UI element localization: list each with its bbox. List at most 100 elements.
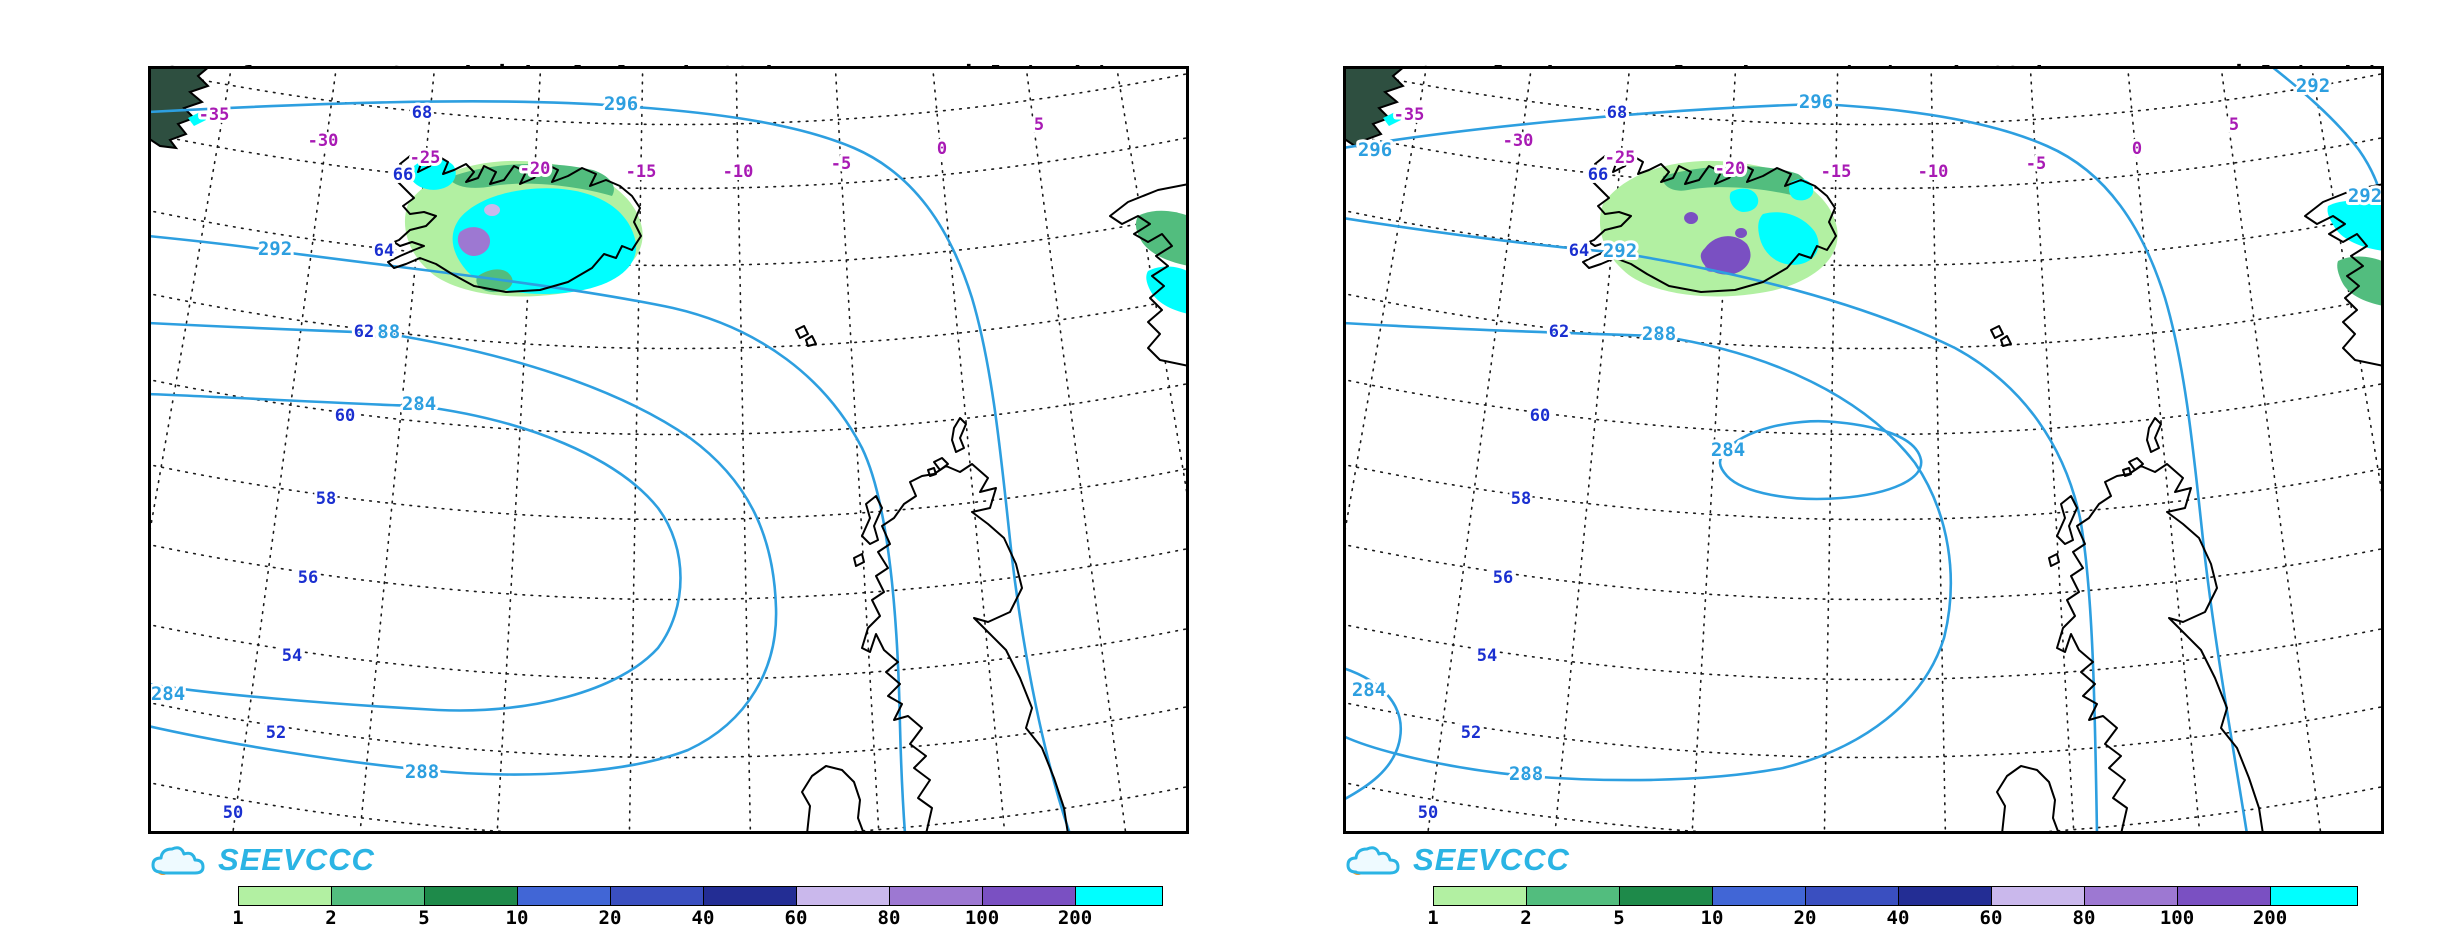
map-label: 52	[1461, 723, 1481, 743]
colorbar-tick-label: 2	[1520, 907, 1532, 925]
colorbar-segment	[332, 887, 425, 905]
map-label: 284	[1711, 439, 1745, 461]
colorbar-tick-label: 2	[325, 907, 337, 925]
map-label: 292	[258, 238, 292, 260]
colorbar-tick-label: 80	[2072, 907, 2096, 925]
map-label: -30	[1503, 131, 1534, 151]
colorbar-segment	[1076, 887, 1162, 905]
cloud-sun-icon	[1346, 846, 1400, 875]
colorbar-tick-label: 200	[1057, 907, 1093, 925]
colorbar-tick-label: 20	[598, 907, 622, 925]
map-label: 52	[266, 723, 286, 743]
colorbar-tick-label: 1	[232, 907, 244, 925]
snow-colorbar: 1 2 5 10 20 40 60 80 100 200	[1427, 886, 2363, 925]
colorbar-tick-label: 60	[784, 907, 808, 925]
map-label: 64	[374, 241, 394, 261]
map-frame	[148, 66, 1189, 834]
snow-colorbar: 1 2 5 10 20 40 60 80 100 200	[232, 886, 1168, 925]
map-label: 64	[1569, 241, 1589, 261]
panel-dream8: DREAM8-Iceland: Accumulated snow (cm) an…	[1227, 0, 2454, 925]
logo-text: SEEVCCC	[1413, 842, 1570, 877]
geopotential-contours	[1343, 66, 2384, 834]
map-label: 0	[937, 139, 947, 159]
map-label: 296	[1358, 139, 1392, 161]
map-ecmwf: 296 292 288 284 284 288 68 66 64 62 60 58 56 54 52 50 -3…	[148, 66, 1189, 834]
map-label: 50	[223, 803, 243, 823]
colorbar-tick-label: 60	[1979, 907, 2003, 925]
graticule	[1343, 66, 2384, 834]
map-label: 292	[2296, 75, 2330, 97]
colorbar-segment	[704, 887, 797, 905]
seevccc-logo: SEEVCCC	[148, 838, 375, 882]
map-label: 56	[1493, 568, 1513, 588]
map-label: -20	[1715, 159, 1746, 179]
colorbar-segment	[2085, 887, 2178, 905]
map-label: 288	[1642, 323, 1676, 345]
map-svg-dream8: 296 296 292 288 284 284 288 292 292 68 66 64 62 60 58 5…	[1343, 66, 2384, 834]
colorbar-tick-label: 100	[964, 907, 1000, 925]
map-label: 54	[282, 646, 302, 666]
colorbar-tick-label: 10	[505, 907, 529, 925]
map-label: 68	[412, 103, 432, 123]
map-label: 296	[1799, 91, 1833, 113]
map-label: 60	[1530, 406, 1550, 426]
map-label: 66	[1588, 165, 1608, 185]
map-label: 288	[405, 761, 439, 783]
map-label: 284	[1352, 679, 1386, 701]
chart-footer: SEEVCCC 1 2 5 10 20 40 60 80 100 200	[1343, 838, 2388, 925]
map-label: 54	[1477, 646, 1497, 666]
map-label: 68	[1607, 103, 1627, 123]
colorbar-segments	[1433, 886, 2358, 906]
map-label: -10	[723, 162, 754, 182]
colorbar-tick-label: 5	[1613, 907, 1625, 925]
colorbar-tick-label: 5	[418, 907, 430, 925]
map-label: 60	[335, 406, 355, 426]
colorbar-segments	[238, 886, 1163, 906]
map-label: 292	[1603, 240, 1637, 262]
map-label: -35	[1394, 105, 1425, 125]
map-label: -5	[831, 154, 851, 174]
map-label: 58	[1511, 489, 1531, 509]
map-label: -15	[1821, 162, 1852, 182]
map-label: -15	[626, 162, 657, 182]
colorbar-segment	[890, 887, 983, 905]
colorbar-segment	[1899, 887, 1992, 905]
colorbar-segment	[797, 887, 890, 905]
cloud-sun-icon	[151, 846, 205, 875]
colorbar-segment	[2178, 887, 2271, 905]
colorbar-segment	[239, 887, 332, 905]
coastlines	[387, 155, 1189, 834]
colorbar-tick-label: 20	[1793, 907, 1817, 925]
colorbar-tick-label: 40	[691, 907, 715, 925]
map-label: -25	[410, 148, 441, 168]
map-label: -5	[2026, 154, 2046, 174]
colorbar-segment	[1434, 887, 1527, 905]
colorbar-tick-label: 40	[1886, 907, 1910, 925]
colorbar-tick-label: 10	[1700, 907, 1724, 925]
colorbar-segment	[1713, 887, 1806, 905]
map-label: 66	[393, 165, 413, 185]
colorbar-segment	[1527, 887, 1620, 905]
map-label: 284	[402, 393, 436, 415]
seevccc-logo: SEEVCCC	[1343, 838, 1570, 882]
map-label: 288	[1509, 763, 1543, 785]
map-label: -20	[520, 159, 551, 179]
map-label: 58	[316, 489, 336, 509]
map-label: 288	[366, 321, 400, 343]
logo-text: SEEVCCC	[218, 842, 375, 877]
colorbar-segment	[2271, 887, 2357, 905]
snow-shading	[1383, 112, 2384, 306]
map-label: 62	[354, 322, 374, 342]
colorbar-tick-label: 1	[1427, 907, 1439, 925]
colorbar-tick-label: 80	[877, 907, 901, 925]
map-label: 5	[1034, 115, 1044, 135]
map-label: 284	[151, 683, 185, 705]
map-frame	[1343, 66, 2384, 834]
coastlines	[1582, 155, 2384, 834]
colorbar-segment	[518, 887, 611, 905]
colorbar-segment	[1992, 887, 2085, 905]
map-labels: 29629228828428428868666462605856545250-3…	[148, 90, 1047, 826]
map-label: -25	[1605, 148, 1636, 168]
colorbar-segment	[1806, 887, 1899, 905]
